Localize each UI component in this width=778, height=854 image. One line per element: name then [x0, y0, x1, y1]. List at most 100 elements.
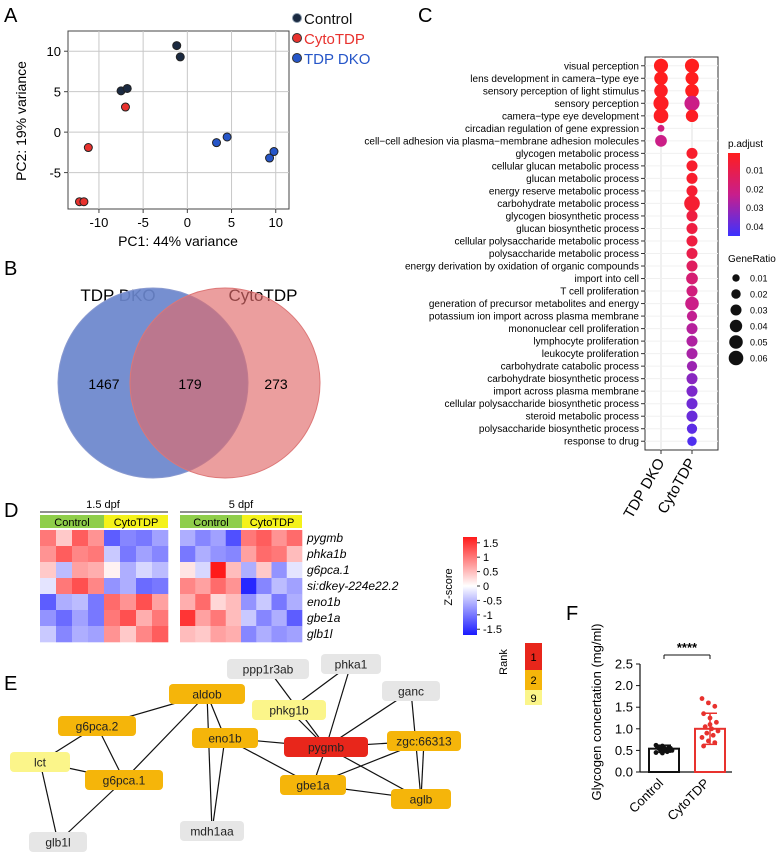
heatmap-cell: [210, 626, 227, 643]
heatmap-cell: [225, 626, 242, 643]
padj-legend: p.adjust 0.01 0.02 0.03 0.04: [728, 139, 764, 236]
pca-x-tick-label: -5: [137, 215, 149, 230]
heatmap-cell: [40, 530, 57, 547]
heatmap-cell: [241, 610, 257, 627]
go-dot: [685, 109, 699, 123]
bar-point: [699, 735, 705, 740]
heatmap-cell: [136, 610, 153, 627]
go-term-label: leukocyte proliferation: [542, 349, 639, 360]
heatmap-cell: [271, 530, 288, 547]
heatmap-cell: [180, 530, 196, 547]
bar-y-tick-label: 2.5: [615, 657, 633, 672]
go-term-label: cell−cell adhesion via plasma−membrane a…: [364, 136, 639, 147]
zscore-tick-label: -1: [483, 610, 493, 622]
heatmap-cell: [88, 562, 105, 579]
heatmap-cell: [195, 546, 211, 563]
zscore-tick-label: 1: [483, 552, 489, 564]
go-term-label: sensory perception: [555, 99, 640, 110]
generatio-legend-dot: [732, 274, 740, 282]
go-dot: [685, 84, 699, 98]
go-dot: [655, 134, 667, 147]
network-edge: [325, 663, 352, 748]
go-dot: [654, 84, 668, 98]
heatmap-cell: [40, 594, 57, 611]
heatmap-cell: [225, 546, 242, 563]
go-term-label: polysaccharide biosynthetic process: [479, 424, 639, 435]
heatmap-cell: [120, 594, 137, 611]
go-term-label: camera−type eye development: [502, 111, 639, 122]
network-node-label: mdh1aa: [190, 825, 234, 839]
network-node-label: ppp1r3ab: [243, 663, 294, 677]
heatmap-gene-labels: pygmb phka1b g6pca.1 si:dkey-224e22.2 eno1b g…: [306, 531, 399, 641]
heatmap-cell: [286, 530, 303, 547]
heatmap-cell: [72, 626, 89, 643]
network-node-label: gbe1a: [296, 779, 330, 793]
heatmap-cell: [256, 594, 272, 611]
group-bar-control-1: [40, 515, 104, 528]
pca-point-control: [122, 83, 132, 93]
group-label-cytotdp-1: CytoTDP: [114, 517, 159, 529]
heatmap-cell: [152, 546, 169, 563]
heatmap-cell: [271, 546, 288, 563]
heatmap-cell: [72, 594, 89, 611]
heatmap-cell: [56, 578, 73, 595]
venn-count-dko-only: 1467: [88, 376, 119, 392]
heatmap-cell: [241, 626, 257, 643]
go-dot: [686, 285, 698, 297]
go-term-label: carbohydrate biosynthetic process: [487, 374, 639, 385]
bar-point: [655, 744, 660, 750]
go-term-label: glycogen metabolic process: [516, 149, 639, 160]
bar-y-tick-label: 2.0: [615, 678, 633, 693]
heatmap-cell: [88, 626, 105, 643]
rank-label-2: 2: [530, 675, 536, 687]
heatmap-cell: [120, 562, 137, 579]
zscore-tick-label: 1.5: [483, 538, 498, 550]
go-dot: [686, 385, 698, 397]
heatmap-cell: [152, 626, 169, 643]
heatmap-cell: [72, 546, 89, 563]
heatmap-cell: [104, 610, 121, 627]
pca-x-label: PC1: 44% variance: [118, 233, 238, 249]
heatmap-cell: [286, 594, 303, 611]
heatmap-cell: [88, 610, 105, 627]
rank-legend: Rank 1 2 9: [498, 643, 542, 705]
heatmap-cell: [152, 578, 169, 595]
heatmap-cell: [210, 578, 227, 595]
generatio-legend-dot: [731, 289, 741, 299]
legend-label-cytotdp: CytoTDP: [304, 31, 365, 48]
go-term-label: circadian regulation of gene expression: [465, 124, 639, 135]
heatmap-cell: [271, 626, 288, 643]
heatmap-cell: [72, 562, 89, 579]
padj-colorbar: [728, 153, 740, 236]
pca-point-tdpdko: [222, 132, 232, 142]
network-node: [387, 731, 461, 751]
bar-point: [701, 711, 706, 717]
heatmap-cell: [120, 610, 137, 627]
network-edge: [57, 779, 125, 843]
heatmap-cell: [225, 610, 242, 627]
bar-point: [701, 743, 706, 749]
go-dot: [686, 172, 698, 184]
panel-label-f: F: [566, 603, 578, 625]
heatmap-cell: [225, 578, 242, 595]
network-node-label: phkg1b: [269, 704, 309, 718]
go-term-label: potassium ion import across plasma membr…: [429, 312, 640, 323]
bar-x-label-control: Control: [626, 775, 666, 815]
panel-label-c: C: [418, 5, 432, 27]
panel-d-heatmap: 1.5 dpf 5 dpf Control CytoTDP Control Cy…: [40, 499, 502, 643]
heatmap-cell: [104, 546, 121, 563]
group-bar-cytotdp-2: [242, 515, 302, 528]
heatmap-cell: [56, 594, 73, 611]
go-term-label: cellular polysaccharide biosynthetic pro…: [444, 399, 639, 410]
go-dot: [653, 58, 669, 73]
bar-point: [660, 750, 665, 756]
panel-label-a: A: [4, 5, 18, 27]
network-node: [58, 716, 136, 736]
heatmap-cell: [88, 530, 105, 547]
heatmap-cell: [195, 594, 211, 611]
bar-point: [709, 726, 714, 732]
heatmap-cell: [56, 530, 73, 547]
network-node: [284, 737, 368, 757]
padj-tick-label: 0.03: [746, 203, 764, 213]
panel-label-d: D: [4, 500, 18, 522]
